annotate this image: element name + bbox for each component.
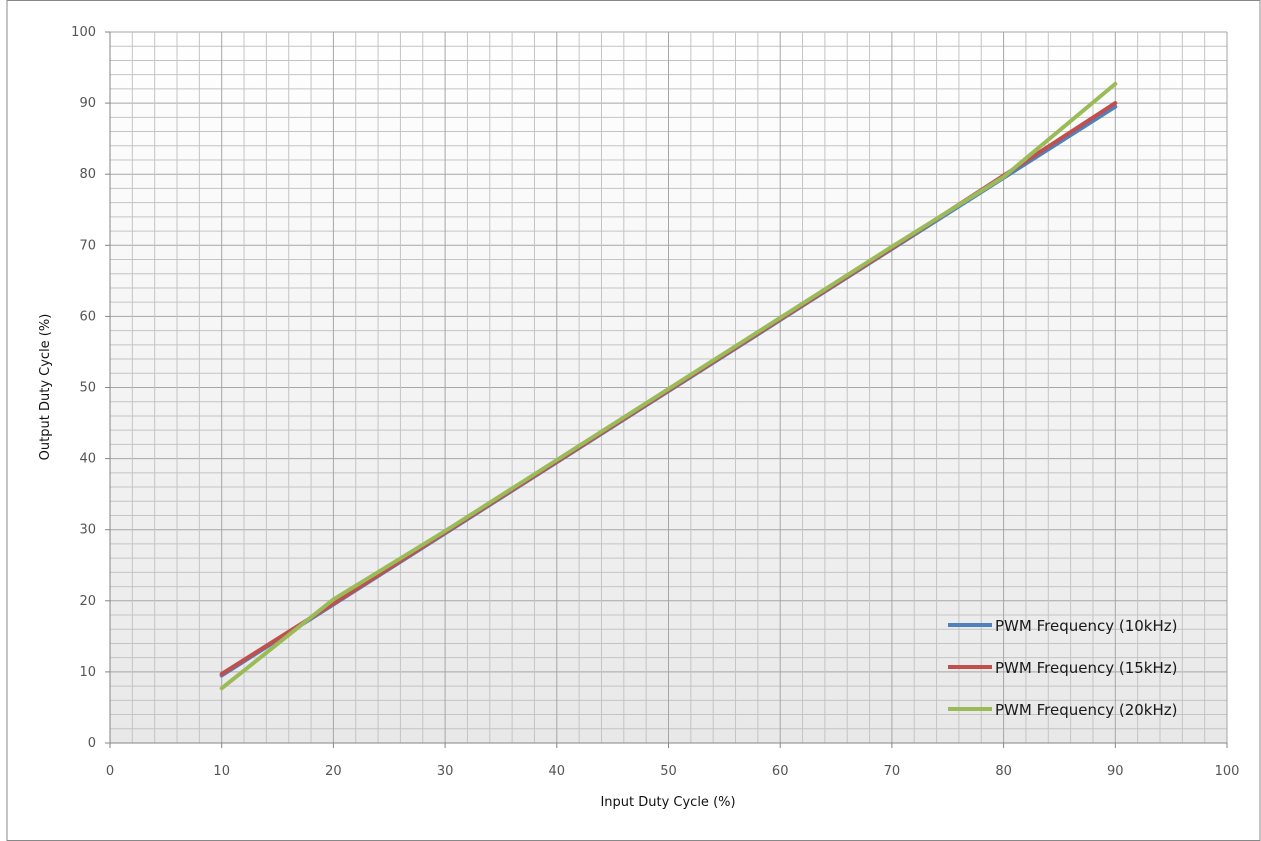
y-tick-label: 90 — [79, 96, 96, 111]
grid-lines — [110, 31, 1228, 743]
y-tick-label: 70 — [79, 238, 96, 253]
x-tick-label: 100 — [1215, 764, 1240, 779]
legend-label: PWM Frequency (20kHz) — [995, 701, 1177, 719]
x-tick-label: 0 — [106, 764, 114, 779]
y-tick-label: 60 — [79, 309, 96, 324]
legend-label: PWM Frequency (15kHz) — [995, 659, 1177, 677]
x-tick-label: 70 — [884, 764, 901, 779]
legend-label: PWM Frequency (10kHz) — [995, 617, 1177, 635]
x-tick-label: 20 — [325, 764, 342, 779]
y-tick-label: 30 — [79, 523, 96, 538]
series-group — [219, 81, 1118, 691]
y-tick-label: 40 — [79, 452, 96, 467]
y-tick-label: 50 — [79, 381, 96, 396]
y-tick-label: 20 — [79, 594, 96, 609]
x-tick-label: 30 — [437, 764, 454, 779]
x-tick-label: 60 — [772, 764, 789, 779]
y-tick-label: 0 — [88, 736, 96, 751]
y-tick-label: 80 — [79, 167, 96, 182]
legend: PWM Frequency (10kHz) PWM Frequency (15kH… — [948, 617, 1177, 719]
x-tick-label: 50 — [660, 764, 677, 779]
x-tick-label: 40 — [549, 764, 566, 779]
y-tick-label: 100 — [71, 25, 96, 40]
y-tick-label: 10 — [79, 665, 96, 680]
y-axis-title: Output Duty Cycle (%) — [38, 314, 53, 461]
series-line-3 — [219, 81, 1118, 691]
x-axis-title: Input Duty Cycle (%) — [600, 795, 735, 810]
x-tick-label: 90 — [1107, 764, 1124, 779]
x-tick-label: 10 — [213, 764, 230, 779]
x-tick-label: 80 — [995, 764, 1012, 779]
